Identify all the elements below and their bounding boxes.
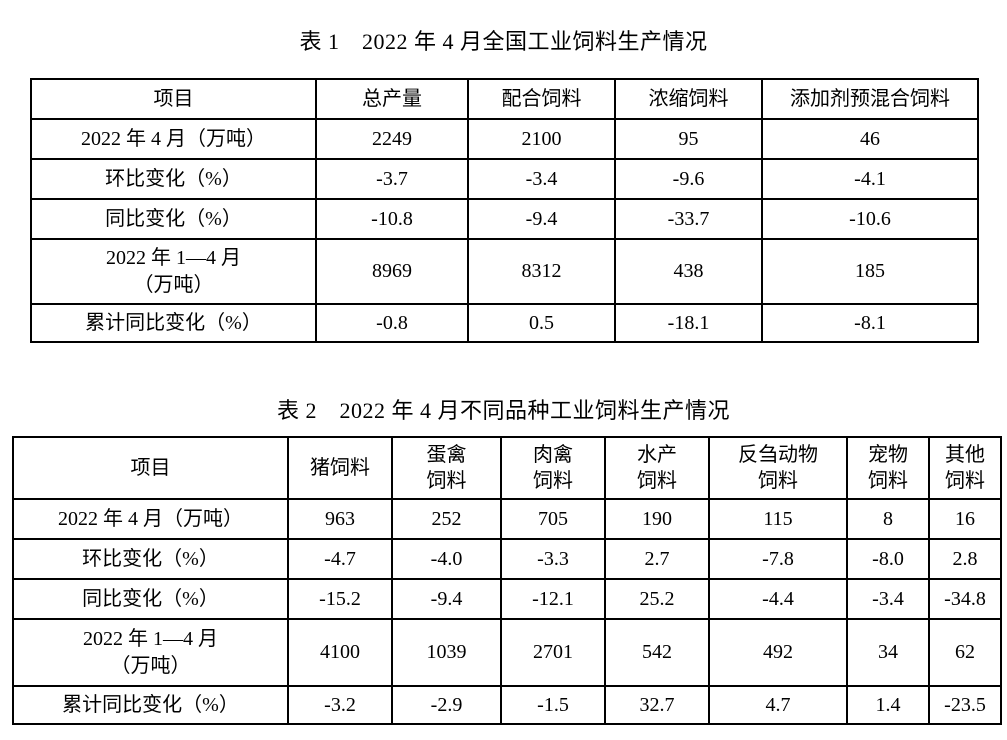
data-cell: 1.4 bbox=[846, 685, 930, 725]
data-cell: -3.2 bbox=[287, 685, 393, 725]
column-header: 浓缩饲料 bbox=[614, 78, 763, 120]
table2-title: 表 2 2022 年 4 月不同品种工业饲料生产情况 bbox=[276, 398, 730, 423]
data-cell: -1.5 bbox=[500, 685, 606, 725]
table2-header-row: 项目 猪饲料 蛋禽 饲料 肉禽 饲料 水产 饲料 反刍动物 饲料 宠物 饲料 其… bbox=[12, 436, 1002, 500]
data-cell: 2701 bbox=[500, 618, 606, 687]
data-cell: 16 bbox=[928, 498, 1002, 540]
data-cell: -9.4 bbox=[467, 198, 616, 240]
data-cell: 4.7 bbox=[708, 685, 848, 725]
data-cell: 963 bbox=[287, 498, 393, 540]
data-cell: 705 bbox=[500, 498, 606, 540]
data-cell: -3.4 bbox=[846, 578, 930, 620]
data-cell: 32.7 bbox=[604, 685, 710, 725]
data-cell: 190 bbox=[604, 498, 710, 540]
data-cell: 4100 bbox=[287, 618, 393, 687]
data-cell: -3.4 bbox=[467, 158, 616, 200]
data-cell: -9.6 bbox=[614, 158, 763, 200]
data-cell: 185 bbox=[761, 238, 979, 305]
row-label: 同比变化（%） bbox=[30, 198, 317, 240]
column-header: 蛋禽 饲料 bbox=[391, 436, 502, 500]
data-cell: 25.2 bbox=[604, 578, 710, 620]
data-cell: -33.7 bbox=[614, 198, 763, 240]
data-cell: 46 bbox=[761, 118, 979, 160]
column-header: 宠物 饲料 bbox=[846, 436, 930, 500]
table-row: 2022 年 1—4 月 （万吨） 8969 8312 438 185 bbox=[30, 238, 979, 305]
table-row: 2022 年 4 月（万吨） 2249 2100 95 46 bbox=[30, 118, 979, 160]
data-cell: 62 bbox=[928, 618, 1002, 687]
data-cell: 2.7 bbox=[604, 538, 710, 580]
table1-header-row: 项目 总产量 配合饲料 浓缩饲料 添加剂预混合饲料 bbox=[30, 78, 979, 120]
data-cell: 438 bbox=[614, 238, 763, 305]
data-cell: 8 bbox=[846, 498, 930, 540]
table-row: 环比变化（%） -4.7 -4.0 -3.3 2.7 -7.8 -8.0 2.8 bbox=[12, 538, 1002, 580]
row-label: 环比变化（%） bbox=[30, 158, 317, 200]
row-label: 累计同比变化（%） bbox=[30, 303, 317, 343]
table-row: 累计同比变化（%） -0.8 0.5 -18.1 -8.1 bbox=[30, 303, 979, 343]
data-cell: -7.8 bbox=[708, 538, 848, 580]
data-cell: 492 bbox=[708, 618, 848, 687]
row-label: 2022 年 1—4 月 （万吨） bbox=[30, 238, 317, 305]
data-cell: 2100 bbox=[467, 118, 616, 160]
data-cell: -12.1 bbox=[500, 578, 606, 620]
data-cell: -9.4 bbox=[391, 578, 502, 620]
row-label: 同比变化（%） bbox=[12, 578, 289, 620]
row-label: 2022 年 1—4 月 （万吨） bbox=[12, 618, 289, 687]
column-header: 总产量 bbox=[315, 78, 469, 120]
data-cell: -18.1 bbox=[614, 303, 763, 343]
data-cell: -0.8 bbox=[315, 303, 469, 343]
data-cell: 542 bbox=[604, 618, 710, 687]
data-cell: -4.1 bbox=[761, 158, 979, 200]
data-cell: -2.9 bbox=[391, 685, 502, 725]
data-cell: 8969 bbox=[315, 238, 469, 305]
data-cell: -8.0 bbox=[846, 538, 930, 580]
data-cell: -4.7 bbox=[287, 538, 393, 580]
data-cell: -10.8 bbox=[315, 198, 469, 240]
row-label: 累计同比变化（%） bbox=[12, 685, 289, 725]
row-label: 2022 年 4 月（万吨） bbox=[30, 118, 317, 160]
row-label: 环比变化（%） bbox=[12, 538, 289, 580]
table-row: 2022 年 1—4 月 （万吨） 4100 1039 2701 542 492… bbox=[12, 618, 1002, 687]
data-cell: -3.3 bbox=[500, 538, 606, 580]
table-row: 同比变化（%） -10.8 -9.4 -33.7 -10.6 bbox=[30, 198, 979, 240]
table2: 项目 猪饲料 蛋禽 饲料 肉禽 饲料 水产 饲料 反刍动物 饲料 宠物 饲料 其… bbox=[12, 436, 1002, 725]
table-row: 累计同比变化（%） -3.2 -2.9 -1.5 32.7 4.7 1.4 -2… bbox=[12, 685, 1002, 725]
data-cell: 252 bbox=[391, 498, 502, 540]
table1-title: 表 1 2022 年 4 月全国工业饲料生产情况 bbox=[299, 29, 708, 54]
data-cell: 0.5 bbox=[467, 303, 616, 343]
data-cell: 1039 bbox=[391, 618, 502, 687]
column-header: 反刍动物 饲料 bbox=[708, 436, 848, 500]
data-cell: -3.7 bbox=[315, 158, 469, 200]
data-cell: -8.1 bbox=[761, 303, 979, 343]
column-header: 添加剂预混合饲料 bbox=[761, 78, 979, 120]
column-header: 项目 bbox=[30, 78, 317, 120]
column-header: 其他 饲料 bbox=[928, 436, 1002, 500]
data-cell: -15.2 bbox=[287, 578, 393, 620]
data-cell: 115 bbox=[708, 498, 848, 540]
row-label: 2022 年 4 月（万吨） bbox=[12, 498, 289, 540]
data-cell: 34 bbox=[846, 618, 930, 687]
column-header: 配合饲料 bbox=[467, 78, 616, 120]
data-cell: -23.5 bbox=[928, 685, 1002, 725]
data-cell: -10.6 bbox=[761, 198, 979, 240]
data-cell: 2.8 bbox=[928, 538, 1002, 580]
table-row: 2022 年 4 月（万吨） 963 252 705 190 115 8 16 bbox=[12, 498, 1002, 540]
document-page: 表 1 2022 年 4 月全国工业饲料生产情况 项目 总产量 配合饲料 浓缩饲… bbox=[12, 29, 1002, 725]
data-cell: 2249 bbox=[315, 118, 469, 160]
column-header: 水产 饲料 bbox=[604, 436, 710, 500]
data-cell: 8312 bbox=[467, 238, 616, 305]
table1: 项目 总产量 配合饲料 浓缩饲料 添加剂预混合饲料 2022 年 4 月（万吨）… bbox=[30, 78, 979, 343]
data-cell: -4.0 bbox=[391, 538, 502, 580]
data-cell: -4.4 bbox=[708, 578, 848, 620]
column-header: 猪饲料 bbox=[287, 436, 393, 500]
data-cell: 95 bbox=[614, 118, 763, 160]
table-row: 环比变化（%） -3.7 -3.4 -9.6 -4.1 bbox=[30, 158, 979, 200]
table-row: 同比变化（%） -15.2 -9.4 -12.1 25.2 -4.4 -3.4 … bbox=[12, 578, 1002, 620]
column-header: 项目 bbox=[12, 436, 289, 500]
column-header: 肉禽 饲料 bbox=[500, 436, 606, 500]
data-cell: -34.8 bbox=[928, 578, 1002, 620]
